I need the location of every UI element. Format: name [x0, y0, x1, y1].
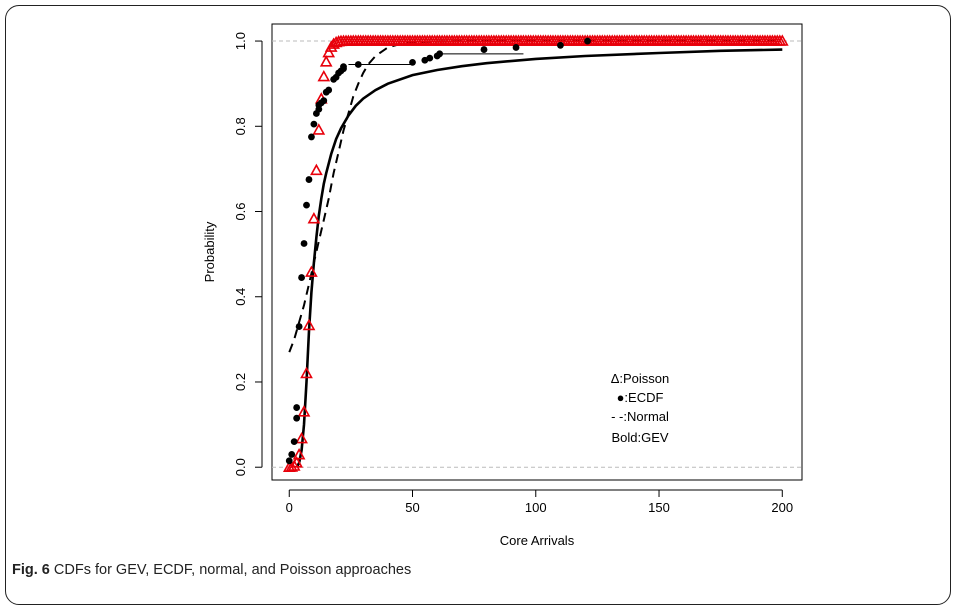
poisson-point — [290, 456, 304, 468]
y-tick-label: 0.8 — [233, 117, 248, 135]
poisson-point — [775, 34, 789, 46]
ecdf-point — [288, 451, 296, 458]
ecdf-point — [285, 457, 293, 465]
poisson-point — [302, 318, 316, 331]
y-tick-label: 0.2 — [233, 373, 248, 391]
poisson-point — [305, 265, 318, 277]
y-axis: 0.0 0.2 0.4 0.6 0.8 1.0 — [233, 32, 263, 476]
poisson-point — [300, 366, 313, 379]
plot-area — [271, 23, 803, 481]
legend-entry-ecdf: ●:ECDF — [617, 390, 664, 405]
ecdf-point — [340, 63, 347, 71]
poisson-point — [310, 163, 323, 176]
x-tick-label: 0 — [286, 500, 293, 515]
poisson-point — [317, 69, 331, 82]
ecdf-point — [293, 404, 301, 411]
ecdf-point — [480, 46, 488, 53]
ecdf-point — [310, 120, 318, 128]
legend-entry-poisson: Δ:Poisson — [611, 371, 670, 386]
ecdf-point — [303, 201, 310, 209]
ecdf-point — [584, 37, 591, 45]
ecdf-point — [320, 97, 328, 105]
poisson-point — [322, 45, 336, 58]
poisson-point — [297, 405, 311, 417]
ecdf-point — [436, 50, 444, 58]
gev-cdf-line — [295, 48, 783, 468]
ecdf-point — [557, 41, 564, 49]
ecdf-point — [298, 274, 305, 281]
figure-caption-label: Fig. 6 — [12, 562, 50, 578]
ecdf-point — [295, 323, 303, 330]
figure-caption-text: CDFs for GEV, ECDF, normal, and Poisson … — [49, 562, 412, 578]
ecdf-point — [300, 240, 308, 247]
figure-caption: Fig. 6 CDFs for GEV, ECDF, normal, and P… — [12, 562, 411, 578]
ecdf-point — [409, 58, 416, 66]
ecdf-point — [325, 86, 333, 94]
ecdf-point — [290, 438, 298, 446]
x-tick-label: 100 — [525, 500, 547, 515]
series-layer — [282, 34, 789, 473]
y-tick-label: 0.4 — [233, 288, 248, 306]
poisson-point — [292, 448, 306, 460]
poisson-point — [307, 212, 321, 224]
ecdf-point — [308, 133, 315, 141]
poisson-point — [319, 55, 333, 67]
x-tick-label: 200 — [771, 500, 793, 515]
x-axis-label: Core Arrivals — [500, 533, 575, 548]
ecdf-point — [354, 61, 362, 68]
y-tick-label: 1.0 — [233, 32, 248, 50]
x-tick-label: 150 — [648, 500, 670, 515]
legend-entry-gev: Bold:GEV — [611, 430, 668, 445]
poisson-point — [295, 431, 308, 444]
poisson-point — [312, 123, 326, 135]
normal-cdf-line — [288, 40, 783, 353]
x-axis: 0 50 100 150 200 — [286, 489, 793, 515]
legend: Δ:Poisson ●:ECDF - -:Normal Bold:GEV — [611, 371, 670, 445]
y-tick-label: 0.0 — [233, 458, 248, 476]
cdf-chart: 0.0 0.2 0.4 0.6 0.8 1.0 0 50 100 150 200 Probabil… — [202, 23, 803, 548]
legend-entry-normal: - -:Normal — [611, 409, 669, 424]
y-axis-label: Probability — [202, 221, 217, 282]
ecdf-point — [293, 414, 301, 422]
ecdf-point — [512, 44, 520, 51]
ecdf-point — [426, 54, 434, 62]
y-tick-label: 0.6 — [233, 202, 248, 220]
x-tick-label: 50 — [405, 500, 419, 515]
ecdf-point — [305, 176, 313, 183]
